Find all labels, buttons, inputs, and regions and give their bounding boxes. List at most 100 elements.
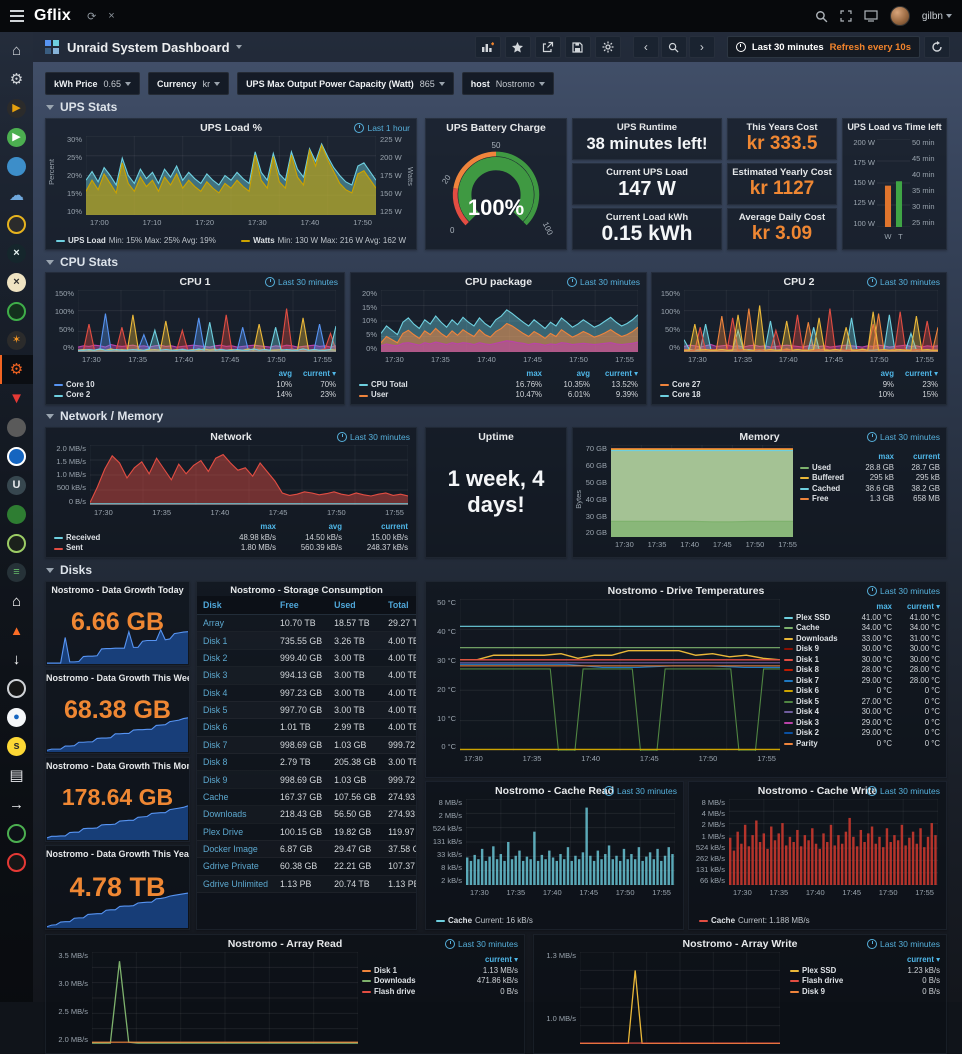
lazylibrarian-app-icon[interactable] — [0, 674, 33, 703]
brand-logo[interactable]: Gflix — [34, 7, 72, 24]
section-cpu-stats[interactable]: CPU Stats — [46, 255, 118, 269]
memory-chart[interactable] — [611, 445, 793, 537]
legend-item[interactable]: Received — [54, 533, 210, 544]
user-avatar[interactable] — [889, 6, 910, 26]
time-forward-button[interactable]: › — [688, 36, 715, 58]
panel-title[interactable]: Memory — [739, 431, 780, 443]
red-download-app-icon[interactable]: ↓ — [0, 645, 33, 674]
legend-item[interactable]: Core 27 — [660, 380, 850, 391]
cpu2-chart[interactable] — [684, 290, 938, 352]
legend-item[interactable]: Disk 3 — [784, 718, 844, 729]
home-icon[interactable]: ⌂ — [0, 36, 33, 65]
cloud-app-icon[interactable]: ☁ — [0, 181, 33, 210]
legend-item[interactable]: CPU Total — [359, 380, 494, 391]
refresh-tab-icon[interactable]: ⟳ — [87, 10, 97, 23]
panel-title[interactable]: UPS Load % — [200, 122, 262, 134]
green-swirl-app-icon[interactable] — [0, 297, 33, 326]
red-shield-app-icon[interactable]: ▼ — [0, 384, 33, 413]
legend-item[interactable]: Disk 7 — [784, 676, 844, 687]
panel-title[interactable]: UPS Runtime — [616, 122, 678, 133]
jackett-search-app-icon[interactable] — [0, 210, 33, 239]
array-read-chart[interactable] — [92, 952, 358, 1044]
plex-app-icon[interactable]: ▶ — [0, 94, 33, 123]
legend-item[interactable]: Core 18 — [660, 390, 850, 401]
cpu-package-chart[interactable] — [381, 290, 638, 352]
panel-title[interactable]: Nostromo - Storage Consumption — [230, 585, 383, 596]
cpu1-chart[interactable] — [78, 290, 336, 352]
panel-title[interactable]: UPS Battery Charge — [446, 122, 546, 134]
save-button[interactable] — [564, 36, 591, 58]
legend-item[interactable]: Core 2 — [54, 390, 248, 401]
legend-item[interactable]: Disk 8 — [784, 665, 844, 676]
tv-cast-icon[interactable] — [864, 10, 878, 22]
cream-cross-app-icon[interactable]: × — [0, 268, 33, 297]
section-disks[interactable]: Disks — [46, 563, 92, 577]
panel-title[interactable]: Nostromo - Data Growth This Month — [46, 761, 189, 771]
time-range-picker[interactable]: Last 30 minutes Refresh every 10s — [726, 36, 920, 58]
emby-app-icon[interactable]: ▶ — [0, 123, 33, 152]
dish-app-icon[interactable] — [0, 529, 33, 558]
variable-kwh-price[interactable]: kWh Price 0.65 — [45, 72, 141, 95]
logout-app-icon[interactable]: → — [0, 790, 33, 819]
legend-item[interactable]: Downloads — [784, 634, 844, 645]
panel-title[interactable]: CPU package — [464, 276, 533, 288]
panel-title[interactable]: This Years Cost — [746, 122, 818, 133]
legend-item[interactable]: Cache Current: 16 kB/s — [436, 916, 533, 925]
legend-item[interactable]: Plex SSD — [790, 966, 880, 977]
legend-item[interactable]: Core 10 — [54, 380, 248, 391]
panel-title[interactable]: UPS Load vs Time left — [847, 122, 942, 132]
red-ring-app-icon[interactable] — [0, 848, 33, 877]
panel-title[interactable]: Estimated Yearly Cost — [732, 167, 832, 178]
github-app-icon[interactable] — [0, 819, 33, 848]
variable-ups-max-output[interactable]: UPS Max Output Power Capacity (Watt) 865 — [237, 72, 454, 95]
legend-item[interactable]: Free — [800, 494, 848, 505]
green-pair-app-icon[interactable] — [0, 500, 33, 529]
home-assistant-app-icon[interactable]: ⌂ — [0, 587, 33, 616]
network-nodes-app-icon[interactable]: ✶ — [0, 326, 33, 355]
network-chart[interactable] — [90, 445, 408, 505]
user-menu[interactable]: gilbn — [922, 11, 952, 22]
cache-write-chart[interactable] — [729, 799, 938, 885]
panel-title[interactable]: Nostromo - Drive Temperatures — [607, 585, 765, 597]
section-network-memory[interactable]: Network / Memory — [46, 409, 163, 423]
close-tab-icon[interactable]: × — [108, 10, 115, 22]
search-icon[interactable] — [815, 10, 828, 23]
panel-title[interactable]: Nostromo - Array Read — [227, 938, 343, 950]
zoom-out-button[interactable] — [660, 36, 687, 58]
legend-item[interactable]: Flash drive — [790, 976, 880, 987]
legend-item[interactable]: Disk 9 — [790, 987, 880, 998]
legend-item[interactable]: Watts Min: 130 W Max: 216 W Avg: 162 W — [241, 236, 406, 245]
red-cluster-app-icon[interactable] — [0, 413, 33, 442]
dashboard-title[interactable]: Unraid System Dashboard — [67, 40, 242, 55]
add-panel-button[interactable] — [474, 36, 501, 58]
panel-title[interactable]: Uptime — [478, 431, 514, 443]
panel-title[interactable]: Nostromo - Data Growth This Year — [46, 849, 189, 859]
legend-item[interactable]: Flash drive — [362, 987, 452, 998]
teal-cross-app-icon[interactable]: × — [0, 239, 33, 268]
panel-title[interactable]: Nostromo - Cache Read — [494, 785, 615, 797]
blue-ring-app-icon[interactable] — [0, 442, 33, 471]
panel-title[interactable]: Nostromo - Data Growth Today — [51, 585, 184, 595]
cache-read-chart[interactable] — [466, 799, 675, 885]
table-column-header[interactable]: Disk — [197, 596, 275, 615]
legend-item[interactable]: Disk 2 — [784, 728, 844, 739]
panel-title[interactable]: Network — [210, 431, 252, 443]
sabnzbd-app-icon[interactable]: s — [0, 732, 33, 761]
variable-host[interactable]: host Nostromo — [461, 72, 554, 95]
panel-title[interactable]: CPU 2 — [783, 276, 815, 288]
legend-item[interactable]: Plex SSD — [784, 613, 844, 624]
ups-bar-chart[interactable] — [877, 139, 910, 227]
time-back-button[interactable]: ‹ — [632, 36, 659, 58]
gitlab-app-icon[interactable]: ▲ — [0, 616, 33, 645]
legend-item[interactable]: Used — [800, 463, 848, 474]
legend-item[interactable]: UPS Load Min: 15% Max: 25% Avg: 19% — [56, 236, 216, 245]
panel-title[interactable]: Nostromo - Cache Write — [757, 785, 878, 797]
legend-item[interactable]: User — [359, 390, 494, 401]
share-button[interactable] — [534, 36, 561, 58]
legend-item[interactable]: Cache — [784, 623, 844, 634]
book-app-icon[interactable]: ▤ — [0, 761, 33, 790]
unraid-gear-app-icon[interactable]: ⚙ — [0, 355, 33, 384]
star-button[interactable] — [504, 36, 531, 58]
settings-gear-button[interactable] — [594, 36, 621, 58]
legend-item[interactable]: Cached — [800, 484, 848, 495]
